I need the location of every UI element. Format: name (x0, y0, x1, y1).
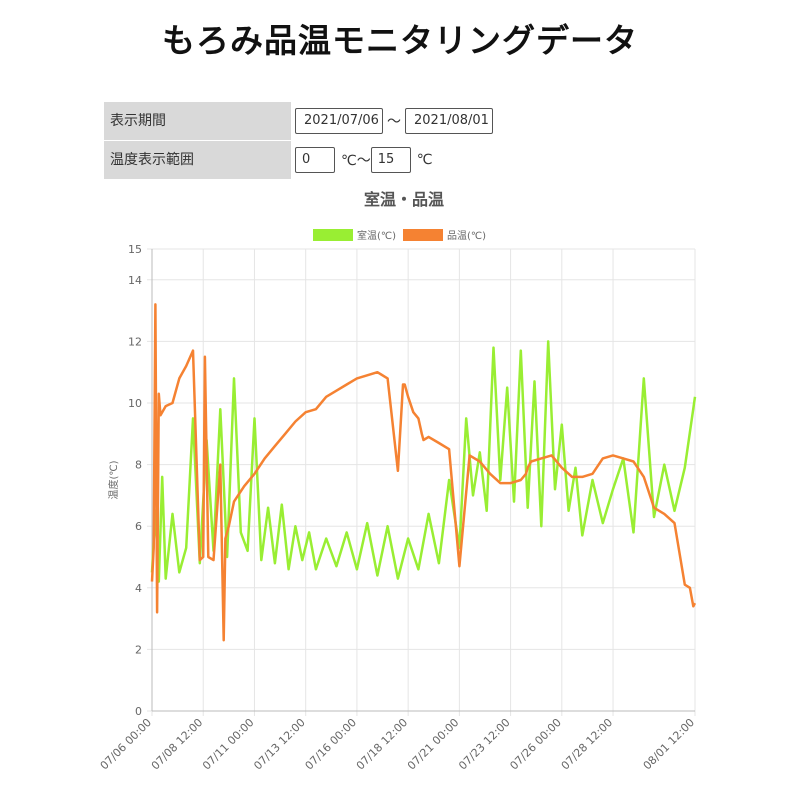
x-tick-label: 07/28 12:00 (559, 716, 616, 773)
x-tick-label: 07/06 00:00 (98, 716, 155, 773)
series-line-1 (150, 303, 697, 642)
legend-swatch-1 (403, 229, 443, 241)
y-tick-label: 12 (128, 335, 142, 348)
temp-unit: ℃ (416, 152, 433, 168)
x-tick-label: 07/11 00:00 (200, 716, 257, 773)
y-tick-label: 8 (135, 459, 142, 472)
y-tick-label: 2 (135, 643, 142, 656)
legend-label-1: 品温(℃) (447, 230, 486, 242)
y-tick-label: 14 (128, 274, 142, 287)
y-tick-label: 4 (135, 582, 142, 595)
chart-title: 室温・品温 (364, 190, 444, 209)
end-date-input[interactable]: 2021/08/01 (405, 108, 493, 134)
filter-panel: 表示期間 2021/07/06 〜 2021/08/01 温度表示範囲 0 ℃〜… (104, 102, 493, 180)
x-tick-label: 07/23 12:00 (456, 716, 513, 773)
y-axis-label: 温度(℃) (107, 460, 120, 499)
temp-max-input[interactable]: 15 (370, 147, 411, 173)
y-tick-label: 0 (135, 705, 142, 718)
x-tick-label: 07/16 00:00 (303, 716, 360, 773)
y-tick-label: 15 (128, 243, 142, 256)
x-tick-label: 08/01 12:00 (641, 716, 698, 773)
date-separator: 〜 (387, 114, 401, 130)
x-tick-label: 07/21 00:00 (405, 716, 462, 773)
x-tick-label: 07/13 12:00 (251, 716, 308, 773)
temp-range-row: 温度表示範囲 0 ℃〜 15 ℃ (104, 141, 493, 179)
y-tick-label: 10 (128, 397, 142, 410)
x-tick-label: 07/08 12:00 (149, 716, 206, 773)
start-date-input[interactable]: 2021/07/06 (295, 108, 383, 134)
temp-range-label: 温度表示範囲 (104, 141, 291, 179)
temp-unit-separator: ℃〜 (341, 153, 371, 169)
x-tick-label: 07/18 12:00 (354, 716, 411, 773)
x-tick-label: 07/26 00:00 (507, 716, 564, 773)
temp-min-input[interactable]: 0 (295, 147, 335, 173)
legend-label-0: 室温(℃) (357, 229, 396, 242)
y-tick-label: 6 (135, 520, 142, 533)
legend-swatch-0 (313, 229, 353, 241)
period-label: 表示期間 (104, 102, 291, 140)
page-title: もろみ品温モニタリングデータ (162, 21, 638, 60)
series-line-0 (150, 340, 697, 583)
period-row: 表示期間 2021/07/06 〜 2021/08/01 (104, 102, 493, 140)
